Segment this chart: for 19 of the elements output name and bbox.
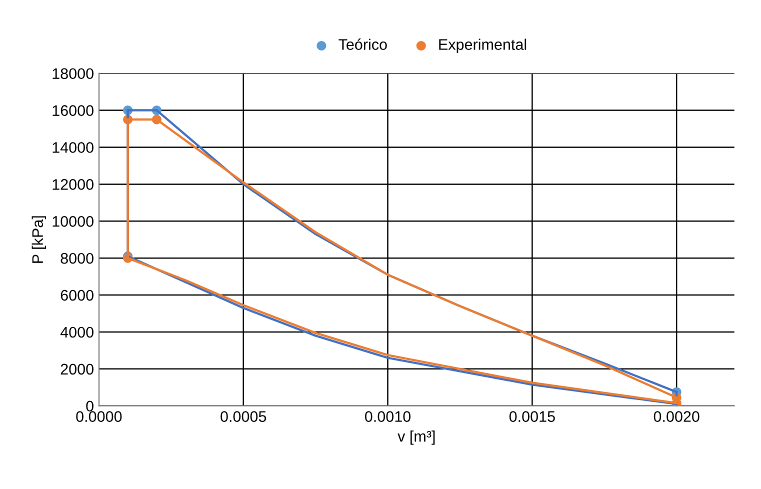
- x-tick-label: 0.0010: [365, 411, 411, 422]
- y-tick-label: 18000: [52, 68, 94, 80]
- legend-label: Experimental: [439, 38, 526, 53]
- x-tick-label: 0.0000: [76, 411, 122, 422]
- y-axis-title: P [kPa]: [32, 216, 46, 263]
- x-tick-label: 0.0020: [654, 411, 700, 422]
- y-tick-label: 4000: [60, 326, 94, 338]
- y-tick-label: 2000: [60, 364, 94, 375]
- y-tick-label: 14000: [52, 142, 94, 153]
- y-tick-label: 16000: [52, 105, 94, 116]
- y-tick-label: 12000: [52, 179, 94, 190]
- legend-label: Teórico: [338, 38, 387, 50]
- x-tick-label: 0.0005: [220, 411, 266, 422]
- x-tick-label: 0.0015: [509, 411, 555, 422]
- y-tick-label: 6000: [60, 290, 94, 301]
- y-tick-label: 8000: [60, 252, 94, 264]
- y-tick-label: 10000: [52, 216, 94, 227]
- y-tick-label: 0: [86, 400, 94, 412]
- x-axis-title: v [m³]: [398, 430, 435, 445]
